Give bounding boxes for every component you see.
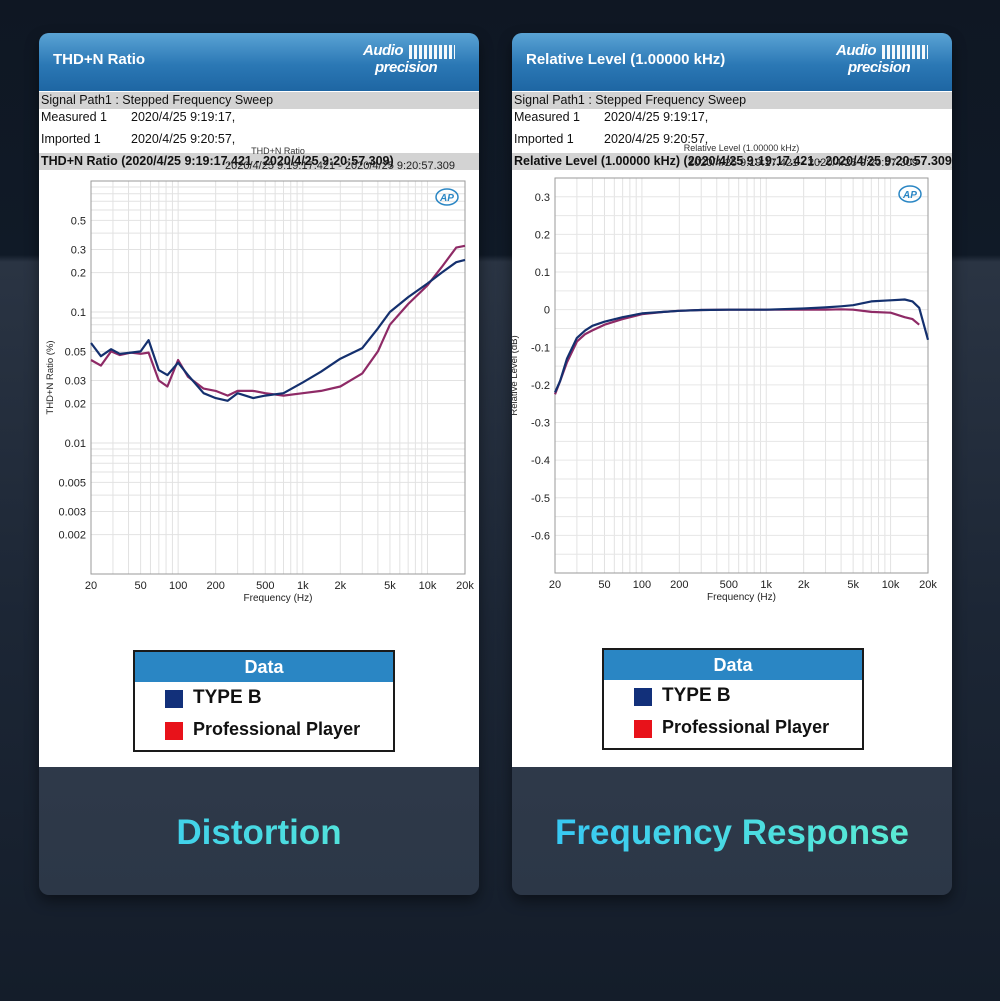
y-tick-label: 0.003 (58, 506, 86, 518)
legend-item-type-b: TYPE B (135, 682, 393, 714)
chart-title: Relative Level (1.00000 kHz) (684, 143, 800, 153)
y-axis-label: Relative Level (dB) (512, 335, 520, 415)
range-bar: THD+N Ratio (2020/4/25 9:19:17.421 - 202… (39, 153, 479, 170)
x-tick-label: 200 (206, 580, 224, 592)
distortion-card: THD+N Ratio Audio precision Signal Path1… (39, 33, 479, 895)
y-tick-label: -0.4 (531, 455, 550, 467)
x-tick-label: 10k (419, 580, 437, 592)
relative-level-chart: 20 50 100 200 500 1k 2k 5k 10k 20k 0.3 0.2 0.1 0 -0.1 -… (512, 143, 937, 603)
plot-frame (554, 177, 929, 574)
signal-path-bar: Signal Path1 : Stepped Frequency Sweep (512, 92, 952, 109)
y-tick-label: 0.2 (535, 229, 550, 241)
y-tick-label: 0.1 (71, 307, 86, 319)
chart-subtitle: 2020/4/25 9:19:17.421 - 2020/4/25 9:20:5… (688, 157, 918, 169)
frequency-response-card: Relative Level (1.00000 kHz) Audio preci… (512, 33, 952, 895)
y-tick-label: -0.3 (531, 418, 550, 430)
y-tick-label: -0.2 (531, 380, 550, 392)
y-tick-label: 0 (544, 305, 550, 317)
series-line-professional-player (90, 244, 466, 397)
x-tick-label: 2k (798, 579, 810, 591)
range-bar: Relative Level (1.00000 kHz) (2020/4/25 … (512, 153, 952, 170)
y-tick-label: 0.002 (58, 530, 86, 542)
x-tick-label: 100 (169, 580, 187, 592)
y-tick-label: 0.01 (65, 438, 86, 450)
y-tick-label: 0.03 (65, 375, 86, 387)
y-tick-label: 0.3 (535, 192, 550, 204)
card-caption: Distortion (39, 813, 479, 853)
y-tick-label: 0.3 (71, 244, 86, 256)
series-line-type-b (553, 298, 930, 393)
y-tick-label: 0.02 (65, 399, 86, 411)
x-tick-label: 20 (85, 580, 97, 592)
ap-mark-text: AP (902, 190, 917, 201)
legend-swatch-professional-player (165, 722, 183, 740)
x-tick-label: 500 (720, 579, 738, 591)
x-tick-label: 500 (256, 580, 274, 592)
thdn-chart: 20 50 100 200 500 1k 2k 5k 10k 20k 0.5 0.3 0.2 0.1 0.0… (45, 146, 474, 604)
legend-title: Data (604, 650, 862, 680)
x-tick-label: 50 (598, 579, 610, 591)
card-caption: Frequency Response (512, 813, 952, 853)
x-tick-label: 10k (882, 579, 900, 591)
y-tick-label: 0.005 (58, 477, 86, 489)
card-header: THD+N Ratio Audio precision (39, 33, 479, 91)
plot-group: 20 50 100 200 500 1k 2k 5k 10k 20k 0.3 0.2 0.1 0 -0.1 -… (512, 143, 937, 603)
legend-swatch-type-b (165, 690, 183, 708)
report-sheet: Signal Path1 : Stepped Frequency Sweep M… (512, 91, 952, 767)
y-tick-label: -0.1 (531, 342, 550, 354)
series-line-type-b (90, 258, 466, 402)
audio-precision-logo: Audio precision (363, 42, 459, 82)
x-tick-label: 2k (335, 580, 347, 592)
legend-swatch-professional-player (634, 720, 652, 738)
x-tick-label: 5k (384, 580, 396, 592)
x-tick-label: 20 (549, 579, 561, 591)
legend-item-professional-player: Professional Player (604, 712, 862, 744)
legend-item-type-b: TYPE B (604, 680, 862, 712)
legend-title: Data (135, 652, 393, 682)
y-axis-label: THD+N Ratio (%) (45, 340, 56, 414)
ap-mark-icon (435, 188, 459, 206)
x-tick-label: 200 (670, 579, 688, 591)
y-tick-label: -0.6 (531, 530, 550, 542)
x-tick-label: 100 (633, 579, 651, 591)
plot-group: 20 50 100 200 500 1k 2k 5k 10k 20k 0.5 0.3 0.2 0.1 0.0… (45, 146, 474, 604)
y-tick-label: 0.2 (71, 268, 86, 280)
x-tick-label: 50 (134, 580, 146, 592)
x-tick-label: 1k (760, 579, 772, 591)
card-header-title: THD+N Ratio (53, 51, 146, 68)
x-tick-label: 20k (919, 579, 937, 591)
x-tick-label: 20k (456, 580, 474, 592)
signal-path-bar: Signal Path1 : Stepped Frequency Sweep (39, 92, 479, 109)
data-legend: Data TYPE B Professional Player (602, 648, 864, 750)
x-axis-label: Frequency (Hz) (244, 593, 313, 604)
y-tick-label: 0.5 (71, 215, 86, 227)
audio-precision-logo: Audio precision (836, 42, 932, 82)
legend-item-professional-player: Professional Player (135, 714, 393, 746)
report-sheet: Signal Path1 : Stepped Frequency Sweep M… (39, 91, 479, 767)
chart-subtitle: 2020/4/25 9:19:17.421 - 2020/4/25 9:20:5… (225, 160, 455, 172)
y-tick-label: 0.1 (535, 267, 550, 279)
plot-frame (90, 180, 466, 575)
card-header-title: Relative Level (1.00000 kHz) (526, 51, 726, 68)
legend-swatch-type-b (634, 688, 652, 706)
ap-mark-icon (898, 185, 922, 203)
y-tick-label: -0.5 (531, 493, 550, 505)
x-tick-label: 1k (297, 580, 309, 592)
chart-title: THD+N Ratio (251, 146, 305, 156)
x-axis-label: Frequency (Hz) (707, 592, 776, 603)
ap-mark-text: AP (439, 193, 454, 204)
card-header: Relative Level (1.00000 kHz) Audio preci… (512, 33, 952, 91)
data-legend: Data TYPE B Professional Player (133, 650, 395, 752)
x-tick-label: 5k (847, 579, 859, 591)
series-line-professional-player (553, 308, 920, 395)
y-tick-label: 0.05 (65, 346, 86, 358)
